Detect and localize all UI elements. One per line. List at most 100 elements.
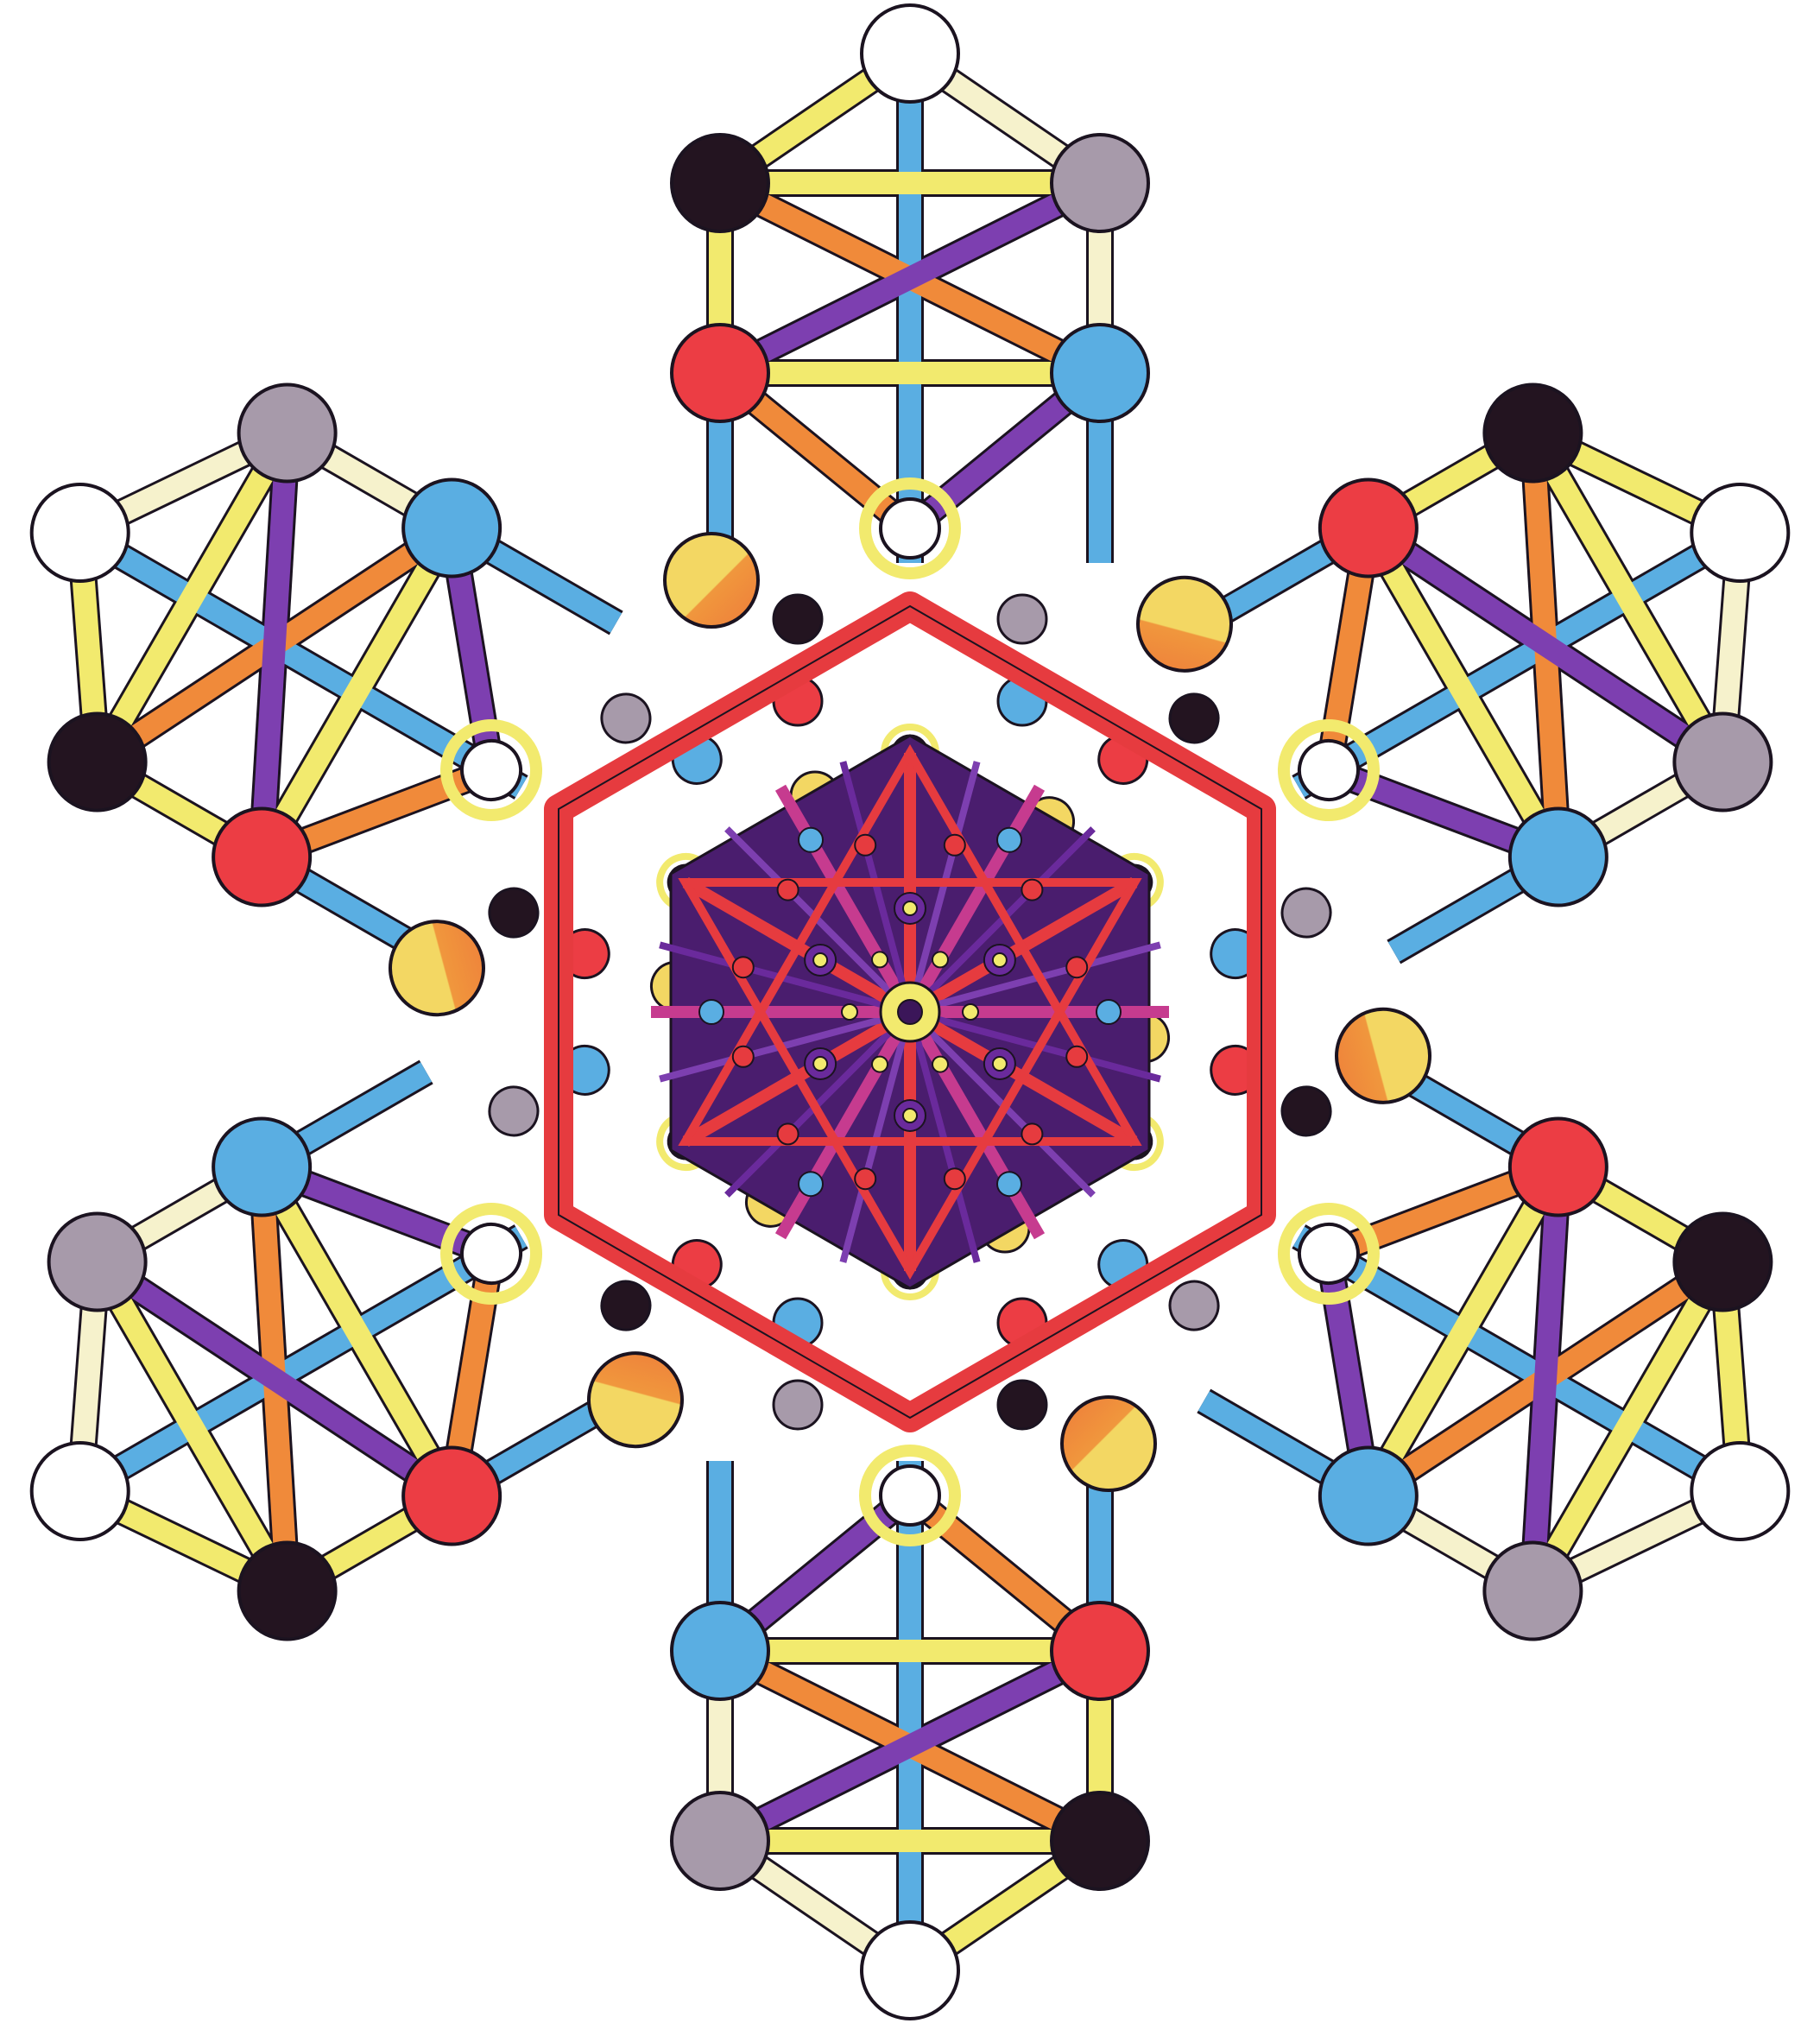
- hub-inner-node: [731, 1045, 755, 1068]
- path-bar: [251, 1160, 462, 1502]
- sephira-node: [1280, 1085, 1332, 1137]
- sephira-node: [237, 383, 338, 484]
- sephira-node: [663, 532, 760, 629]
- hub-inner-node: [776, 1122, 799, 1146]
- hub-spoke: [908, 941, 1161, 1015]
- sephira-node: [1050, 323, 1150, 423]
- hub-spoke: [724, 1009, 913, 1198]
- sephira-node: [996, 1379, 1048, 1431]
- sephira-node: [1690, 483, 1791, 584]
- hub-spoke: [659, 941, 912, 1015]
- sephira-node: [237, 1540, 338, 1641]
- hub-inner-node: [1065, 1045, 1089, 1068]
- sephira-node: [859, 477, 961, 579]
- sephira-node: [586, 1351, 684, 1449]
- hub-spoke: [907, 761, 981, 1014]
- hub-spoke: [659, 1009, 912, 1083]
- path-bar: [715, 173, 1105, 383]
- hub-inner-node: [932, 1055, 949, 1073]
- sephira-node: [1050, 133, 1150, 233]
- sephira-node: [859, 1445, 961, 1546]
- hub-inner-node: [1065, 956, 1089, 979]
- hub-spoke: [907, 826, 1096, 1015]
- sephira-node: [47, 1211, 148, 1312]
- hub-inner-node: [812, 1056, 829, 1072]
- sephira-node: [1318, 1445, 1419, 1546]
- sephira-node: [401, 1445, 502, 1546]
- sephira-node: [212, 806, 313, 907]
- sephira-node: [1168, 1280, 1220, 1331]
- tree-of-life-arm-3: [1097, 1007, 1791, 1641]
- hub-spoke: [839, 1010, 913, 1263]
- tree-of-life-arm-6: [29, 383, 723, 1017]
- sephira-node: [1297, 1223, 1360, 1285]
- tree-of-life-arm-2: [1024, 383, 1791, 980]
- sephira-node: [460, 739, 523, 801]
- sephira-node: [860, 1920, 960, 2020]
- sephira-node: [1672, 1211, 1773, 1312]
- sephira-node: [460, 1223, 523, 1285]
- hub-inner-node: [902, 1108, 918, 1123]
- hub-center-dot: [897, 999, 923, 1025]
- hub-inner-node: [1021, 878, 1044, 901]
- sephira-node: [879, 1464, 941, 1527]
- hub-inner-node: [996, 826, 1022, 853]
- hub-hexagon-outer-line: [558, 604, 1262, 1420]
- hub-inner-node: [902, 901, 918, 916]
- hub-inner-node: [991, 1056, 1008, 1072]
- hub-inner-node: [812, 952, 829, 968]
- hub-inner-node: [731, 956, 755, 979]
- sephira-node: [1335, 1007, 1432, 1104]
- sephira-node: [1297, 739, 1360, 801]
- hub-spoke: [774, 784, 916, 1015]
- path-bar: [1521, 1166, 1570, 1592]
- path-bar: [1523, 1255, 1733, 1597]
- path-bar: [87, 427, 297, 768]
- central-hub: [544, 591, 1276, 1432]
- path-bar: [1523, 427, 1733, 768]
- path-bar: [250, 432, 299, 858]
- hub-inner-node: [962, 1003, 979, 1021]
- hub-inner-node: [996, 1171, 1022, 1198]
- sephira-node: [670, 1791, 770, 1891]
- hub-inner-node: [943, 1167, 966, 1191]
- hub-spoke: [908, 1009, 1161, 1083]
- hub-spoke: [907, 1009, 1096, 1198]
- hub-inner-node: [841, 1003, 858, 1021]
- sephira-node: [1482, 383, 1583, 484]
- tree-of-life-arm-4: [670, 1202, 1157, 2020]
- hub-inner-node: [798, 826, 824, 853]
- sephira-node: [772, 1379, 824, 1431]
- sephira-node: [1318, 477, 1419, 579]
- hub-hexagram-triangle: [678, 878, 1142, 1280]
- hub-inner-node: [1096, 999, 1122, 1025]
- hub-spoke: [839, 761, 913, 1014]
- sephira-node: [1136, 575, 1234, 673]
- hub-spoke: [724, 826, 913, 1015]
- hub-inner-node: [871, 1055, 888, 1073]
- sephira-node: [1050, 1791, 1150, 1891]
- path-bar: [1362, 518, 1729, 772]
- hub-spoke: [774, 1009, 916, 1240]
- sephira-node: [212, 1116, 313, 1217]
- sephira-node: [1690, 1441, 1791, 1541]
- path-bar: [715, 1641, 1105, 1851]
- hub-inner-node: [943, 833, 966, 857]
- tree-of-life-arm-5: [29, 1044, 796, 1641]
- sephira-node: [1507, 1116, 1608, 1217]
- hub-inner-node: [854, 1167, 877, 1191]
- sephira-node: [600, 692, 652, 744]
- sephira-node: [772, 593, 824, 645]
- sephira-node: [879, 497, 941, 560]
- sephira-node: [860, 3, 960, 104]
- sephira-node: [1482, 1540, 1583, 1641]
- path-bar: [1358, 1160, 1569, 1502]
- hub-spoke: [904, 1009, 1046, 1240]
- sephira-node: [1277, 719, 1380, 821]
- sephira-node: [488, 887, 540, 939]
- arm-sephirot: [663, 3, 1150, 822]
- hub-inner-node: [991, 952, 1008, 968]
- sephira-node: [1280, 887, 1332, 939]
- hub-inner-node: [871, 951, 888, 969]
- sephira-node: [29, 483, 130, 584]
